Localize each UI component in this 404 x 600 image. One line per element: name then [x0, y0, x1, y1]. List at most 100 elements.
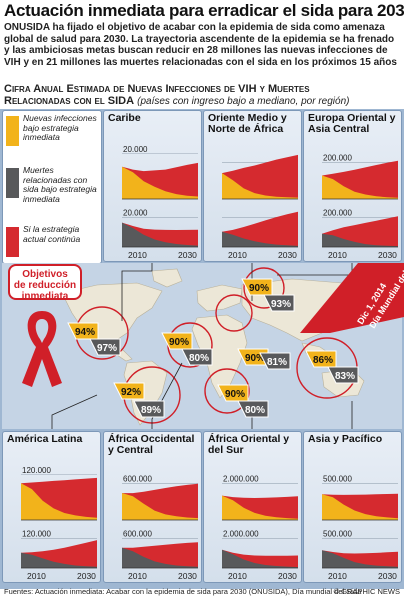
badge-label: 92%	[121, 387, 141, 398]
badge-label: 97%	[97, 343, 117, 354]
region-charts: 120.000 120.000 2010 2030	[21, 466, 97, 581]
map-highlight-europa-oriental	[243, 267, 285, 309]
series-target-deaths	[122, 222, 198, 247]
series-target-infections	[222, 495, 298, 520]
xtick-label-end: 2030	[178, 250, 197, 260]
region-panel-oriente-medio: Oriente Medio y Norte de África 2010 2030	[203, 110, 302, 262]
legend-swatch-current	[6, 227, 19, 257]
series-target-infections	[21, 483, 97, 520]
region-panel-asia-pacifico: Asia y Pacífico 500.000 500.000 2010 2030	[303, 431, 402, 583]
region-charts: 200.000 200.000 2010 2030	[322, 153, 398, 260]
region-panel-europa-oriental: Europa Oriental y Asia Central 200.000 20…	[303, 110, 402, 262]
badge-label: 89%	[141, 405, 161, 416]
region-title: América Latina	[7, 433, 83, 445]
badge-shape	[237, 400, 269, 418]
date-banner: Dic 1, 2014 Día Mundial del Sida	[300, 263, 404, 333]
xtick-label-start: 2010	[228, 571, 247, 581]
objectives-line1: Objetivos	[22, 269, 68, 280]
xtick-label-end: 2030	[278, 250, 297, 260]
subhead-line2: Relacionadas con el SIDA	[4, 95, 135, 107]
badge-label: 94%	[75, 327, 95, 338]
legend-label-infections: Nuevas infecciones bajo estrategia inmed…	[23, 113, 97, 143]
xtick-label-start: 2010	[228, 250, 247, 260]
subhead-note: (países con ingreso bajo a mediano, por …	[137, 96, 350, 107]
region-title: África Occidental y Central	[108, 433, 195, 456]
credit: © GRAPHIC NEWS	[333, 587, 400, 596]
legend-swatch-infections	[6, 116, 19, 146]
ytick-label-deaths: 120.000	[22, 529, 51, 538]
series-target-infections	[222, 173, 298, 199]
badge-label: 86%	[313, 355, 333, 366]
ytick-label-deaths: 2.000.000	[223, 529, 259, 538]
xtick-label-start: 2010	[27, 571, 46, 581]
badge-shape	[113, 382, 145, 400]
badge-shape	[89, 338, 121, 356]
page-title: Actuación inmediata para erradicar el si…	[4, 1, 404, 20]
legend-label-deaths: Muertes relacionadas con sida bajo estra…	[23, 165, 97, 204]
series-target-deaths	[222, 549, 298, 568]
legend-swatch-deaths	[6, 168, 19, 198]
xtick-label-end: 2030	[278, 571, 297, 581]
xtick-label-end: 2030	[77, 571, 96, 581]
series-target-infections	[322, 175, 398, 199]
series-target-infections	[122, 493, 198, 520]
legend-label-current: Si la estrategia actual continúa	[23, 224, 81, 244]
series-target-deaths	[322, 550, 398, 568]
region-panel-africa-oriental: África Oriental y del Sur 2.000.000 2.000…	[203, 431, 302, 583]
map-greenland	[151, 268, 183, 288]
region-title: Caribe	[108, 112, 141, 124]
badge-label: 90%	[225, 389, 245, 400]
map-badge-infections: 92%	[113, 382, 145, 400]
ytick-label-deaths: 500.000	[323, 529, 352, 538]
badge-label: 81%	[267, 357, 287, 368]
region-panel-america-latina: América Latina 120.000 120.000 2010 2030	[2, 431, 101, 583]
region-panel-africa-occidental: África Occidental y Central 600.000 600.0…	[103, 431, 202, 583]
map-badge-deaths: 93%	[263, 294, 295, 312]
leader-africa-occidental	[151, 362, 183, 429]
series-target-infections	[122, 166, 198, 199]
region-title: Oriente Medio y Norte de África	[208, 112, 287, 135]
badge-label: 90%	[249, 283, 269, 294]
xtick-label-start: 2010	[128, 250, 147, 260]
region-charts: 500.000 500.000 2010 2030	[322, 474, 398, 581]
ytick-label-infections: 20.000	[123, 145, 148, 154]
series-target-deaths	[122, 547, 198, 568]
ytick-label-deaths: 200.000	[323, 208, 352, 217]
subhead-line1: Cifra Anual Estimada de Nuevas Infeccion…	[4, 83, 310, 95]
xtick-label-start: 2010	[328, 571, 347, 581]
map-badge-deaths: 89%	[133, 400, 165, 418]
xtick-label-end: 2030	[178, 571, 197, 581]
leader-america-latina	[51, 394, 98, 429]
series-target-deaths	[322, 233, 398, 247]
badge-shape	[259, 352, 291, 370]
date-banner-shape	[300, 263, 404, 333]
badge-label: 90%	[245, 353, 265, 364]
chart-subheading: Cifra Anual Estimada de Nuevas Infeccion…	[4, 83, 404, 108]
ytick-label-infections: 500.000	[323, 474, 352, 483]
region-charts: 2010 2030	[222, 154, 298, 260]
red-ribbon-icon	[22, 311, 62, 387]
region-charts: 2.000.000 2.000.000 2010 2030	[222, 474, 298, 581]
region-panel-caribe: Caribe 20.000 20.000 2010 2030	[103, 110, 202, 262]
map-badge-deaths: 80%	[181, 348, 213, 366]
ytick-label-deaths: 600.000	[123, 529, 152, 538]
map-badge-deaths: 97%	[89, 338, 121, 356]
map-highlight-africa-oriental	[204, 368, 250, 414]
legend: Nuevas infecciones bajo estrategia inmed…	[2, 110, 102, 264]
series-target-deaths	[21, 552, 97, 568]
region-title: África Oriental y del Sur	[208, 433, 290, 456]
xtick-label-start: 2010	[328, 250, 347, 260]
region-title: Europa Oriental y Asia Central	[308, 112, 396, 135]
map-badge-deaths: 80%	[237, 400, 269, 418]
ytick-label-infections: 120.000	[22, 466, 51, 475]
region-title: Asia y Pacífico	[308, 433, 383, 445]
badge-label: 80%	[245, 405, 265, 416]
badge-shape	[181, 348, 213, 366]
intro-text: ONUSIDA ha fijado el objetivo de acabar …	[4, 22, 397, 68]
leader-caribe	[121, 263, 153, 321]
region-charts: 20.000 20.000 2010 2030	[122, 145, 198, 260]
badge-label: 83%	[335, 371, 355, 382]
objectives-line2: de reducción	[13, 280, 77, 291]
ytick-label-deaths: 20.000	[123, 208, 148, 217]
map-highlight-oriente-medio	[215, 294, 253, 332]
